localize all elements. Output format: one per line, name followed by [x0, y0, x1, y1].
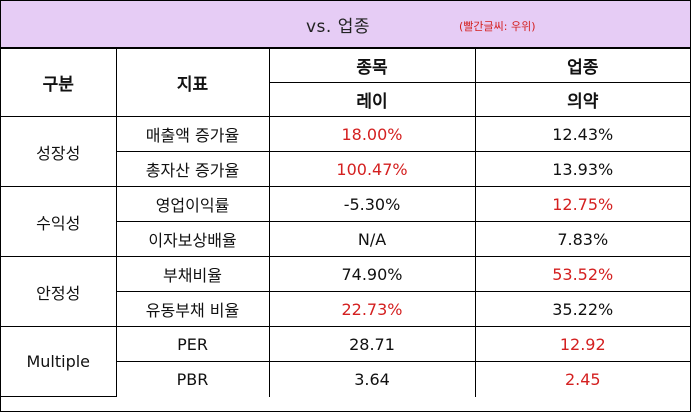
stock-value-cell: 100.47%	[268, 151, 476, 187]
industry-value-cell: 7.83%	[474, 221, 690, 257]
category-cell: 안정성	[1, 256, 117, 327]
stock-value-cell: -5.30%	[268, 186, 476, 222]
comparison-title: vs. 업종	[306, 17, 371, 37]
metric-cell: PER	[115, 326, 270, 362]
industry-value-cell: 53.52%	[474, 256, 690, 292]
industry-value-cell: 12.92	[474, 326, 690, 362]
metric-cell: PBR	[116, 361, 270, 397]
metric-cell: 유동부채 비율	[116, 291, 270, 327]
stock-value-cell: 28.71	[268, 326, 476, 362]
industry-value-cell: 2.45	[474, 361, 690, 397]
category-cell: 수익성	[1, 186, 117, 257]
metric-column-header: 지표	[115, 48, 270, 117]
industry-value-cell: 35.22%	[474, 291, 690, 327]
metric-cell: 영업이익률	[115, 186, 270, 222]
industry-value-cell: 12.43%	[474, 116, 690, 152]
stock-value-cell: N/A	[268, 221, 476, 257]
industry-column-header: 업종	[474, 48, 690, 83]
stock-name-header: 레이	[269, 82, 476, 117]
category-column-header: 구분	[1, 48, 117, 117]
table-body: 성장성 매출액 증가율 18.00% 12.43% 총자산 증가율 100.47% 13.9…	[1, 116, 690, 397]
legend-note: (빨간글씨: 우위)	[459, 20, 536, 33]
table-row: 성장성 매출액 증가율 18.00% 12.43%	[1, 116, 690, 187]
table-row: 수익성 영업이익률 -5.30% 12.75%	[1, 186, 690, 257]
metric-cell: 총자산 증가율	[116, 151, 270, 187]
metric-cell: 이자보상배율	[116, 221, 270, 257]
comparison-table: 구분 지표 종목 업종 레이 의약 성장성 매출액 증가율 18.00% 12.43%…	[1, 48, 690, 397]
table-row: Multiple PER 28.71 12.92	[1, 326, 690, 397]
industry-value-cell: 13.93%	[474, 151, 690, 187]
metric-cell: 매출액 증가율	[115, 116, 270, 152]
stock-value-cell: 22.73%	[268, 291, 476, 327]
category-cell: Multiple	[1, 326, 117, 397]
industry-value-cell: 12.75%	[474, 186, 690, 222]
metric-cell: 부채비율	[115, 256, 270, 292]
table-row: PBR 3.64 2.45	[1, 361, 690, 397]
stock-column-header: 종목	[268, 48, 476, 83]
table-row: 유동부채 비율 22.73% 35.22%	[1, 291, 690, 327]
header-row-1: 구분 지표 종목 업종	[1, 48, 690, 117]
industry-name-header: 의약	[474, 82, 690, 117]
category-cell: 성장성	[1, 116, 117, 187]
stock-value-cell: 3.64	[268, 361, 476, 397]
stock-value-cell: 74.90%	[268, 256, 476, 292]
table-header-bar: vs. 업종 (빨간글씨: 우위)	[1, 1, 690, 48]
stock-value-cell: 18.00%	[268, 116, 476, 152]
table-row: 안정성 부채비율 74.90% 53.52%	[1, 256, 690, 327]
header-row-2: 레이 의약	[1, 82, 690, 117]
